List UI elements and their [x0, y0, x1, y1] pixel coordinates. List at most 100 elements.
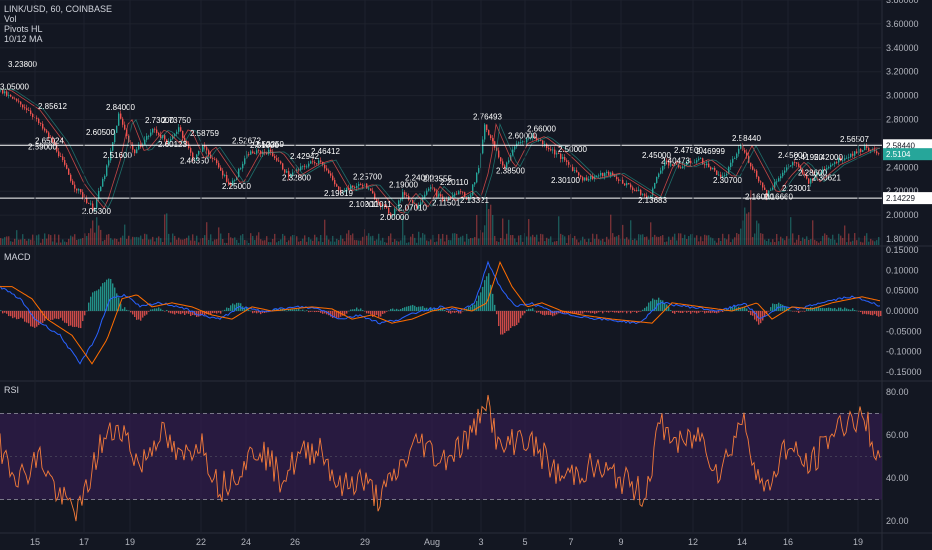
candle	[88, 202, 90, 204]
volume-bar	[106, 234, 108, 245]
volume-bar	[50, 235, 52, 245]
volume-bar	[740, 228, 742, 245]
volume-bar	[824, 233, 826, 245]
candle	[56, 144, 58, 152]
volume-bar	[350, 235, 352, 245]
macd-histogram-bar	[308, 310, 310, 313]
macd-label[interactable]: MACD	[4, 252, 31, 262]
volume-bar	[102, 241, 104, 245]
candle	[418, 205, 420, 209]
macd-histogram-bar	[590, 310, 592, 314]
volume-bar	[64, 241, 66, 245]
macd-histogram-bar	[730, 306, 732, 311]
volume-bar	[646, 236, 648, 245]
time-axis[interactable]: 15 17 19 22 24 26 29 Aug 3 5 7 9 12 14 16 19	[0, 532, 932, 547]
macd-histogram-bar	[68, 310, 70, 327]
volume-bar	[170, 242, 172, 245]
candle	[224, 175, 226, 176]
volume-bar	[670, 239, 672, 245]
volume-bar	[790, 217, 792, 245]
candle	[430, 187, 432, 189]
macd-histogram-bar	[208, 310, 210, 315]
legend-symbol[interactable]: LINK/USD, 60, COINBASE	[4, 4, 113, 14]
macd-histogram-bar	[756, 310, 758, 322]
candle	[866, 146, 868, 148]
volume-bar	[76, 239, 78, 245]
candle	[4, 91, 6, 94]
candle	[774, 182, 776, 188]
macd-histogram-bar	[612, 310, 614, 313]
macd-histogram-bar	[848, 309, 850, 311]
rsi-label[interactable]: RSI	[4, 385, 20, 395]
volume-bar	[770, 242, 772, 245]
candle	[98, 191, 100, 200]
candle	[298, 169, 300, 171]
legend-pivots[interactable]: Pivots HL	[4, 24, 43, 34]
volume-bar	[672, 236, 674, 245]
volume-bar	[476, 214, 478, 245]
price-axis[interactable]: 3.80000 3.60000 3.40000 3.20000 3.00000 2.800…	[883, 0, 932, 526]
macd-histogram-bar	[434, 308, 436, 311]
macd-histogram-bar	[788, 308, 790, 311]
volume-bar	[558, 216, 560, 245]
volume-bar	[86, 235, 88, 245]
price-tag-label: 2.5104	[886, 150, 911, 159]
candle	[848, 156, 850, 158]
pivot-label: 2.42942	[290, 152, 319, 161]
macd-histogram-bar	[460, 310, 462, 314]
macd-histogram-bar	[468, 306, 470, 311]
rsi-pane[interactable]	[0, 394, 882, 522]
candle	[656, 177, 658, 183]
candle	[230, 184, 232, 186]
candle	[278, 160, 280, 162]
volume-bar	[304, 235, 306, 245]
macd-pane[interactable]	[0, 260, 882, 365]
candle	[22, 104, 24, 108]
macd-histogram-bar	[152, 309, 154, 311]
macd-histogram-bar	[648, 302, 650, 311]
volume-bar	[70, 235, 72, 245]
macd-histogram-bar	[104, 282, 106, 311]
volume-bar	[686, 239, 688, 245]
time-tick-label: 9	[618, 537, 623, 547]
candle	[140, 144, 142, 147]
volume-bar	[166, 213, 168, 245]
candle	[668, 162, 670, 166]
volume-bar	[474, 237, 476, 245]
candle	[160, 134, 162, 138]
volume-bar	[138, 237, 140, 245]
candle	[208, 150, 210, 155]
volume-bar	[576, 239, 578, 245]
legend-vol[interactable]: Vol	[4, 14, 17, 24]
volume-bar	[766, 241, 768, 245]
candle	[118, 113, 120, 126]
candle	[526, 138, 528, 143]
pivot-label: 2.52672	[232, 136, 261, 145]
volume-bar	[370, 236, 372, 245]
volume-bar	[594, 238, 596, 245]
volume-bar	[682, 238, 684, 245]
candle	[706, 163, 708, 166]
volume-bar	[572, 238, 574, 245]
volume-bar	[416, 242, 418, 245]
legend-ma[interactable]: 10/12 MA	[4, 34, 43, 44]
macd-histogram-bar	[560, 310, 562, 314]
volume-bar	[710, 237, 712, 245]
candle	[720, 174, 722, 178]
volume-bar	[758, 223, 760, 245]
candle	[440, 194, 442, 197]
pivot-label: 2.42000	[814, 153, 843, 162]
volume-bar	[210, 234, 212, 245]
volume-bar	[94, 232, 96, 245]
candle	[392, 214, 394, 216]
volume-bar	[198, 242, 200, 245]
candle	[542, 140, 544, 145]
macd-histogram-bar	[338, 310, 340, 318]
candle	[108, 160, 110, 166]
volume-bar	[808, 239, 810, 245]
macd-histogram-bar	[22, 310, 24, 319]
pivot-label: 2.59000	[28, 142, 57, 151]
macd-histogram-bar	[814, 307, 816, 311]
candle	[112, 142, 114, 151]
